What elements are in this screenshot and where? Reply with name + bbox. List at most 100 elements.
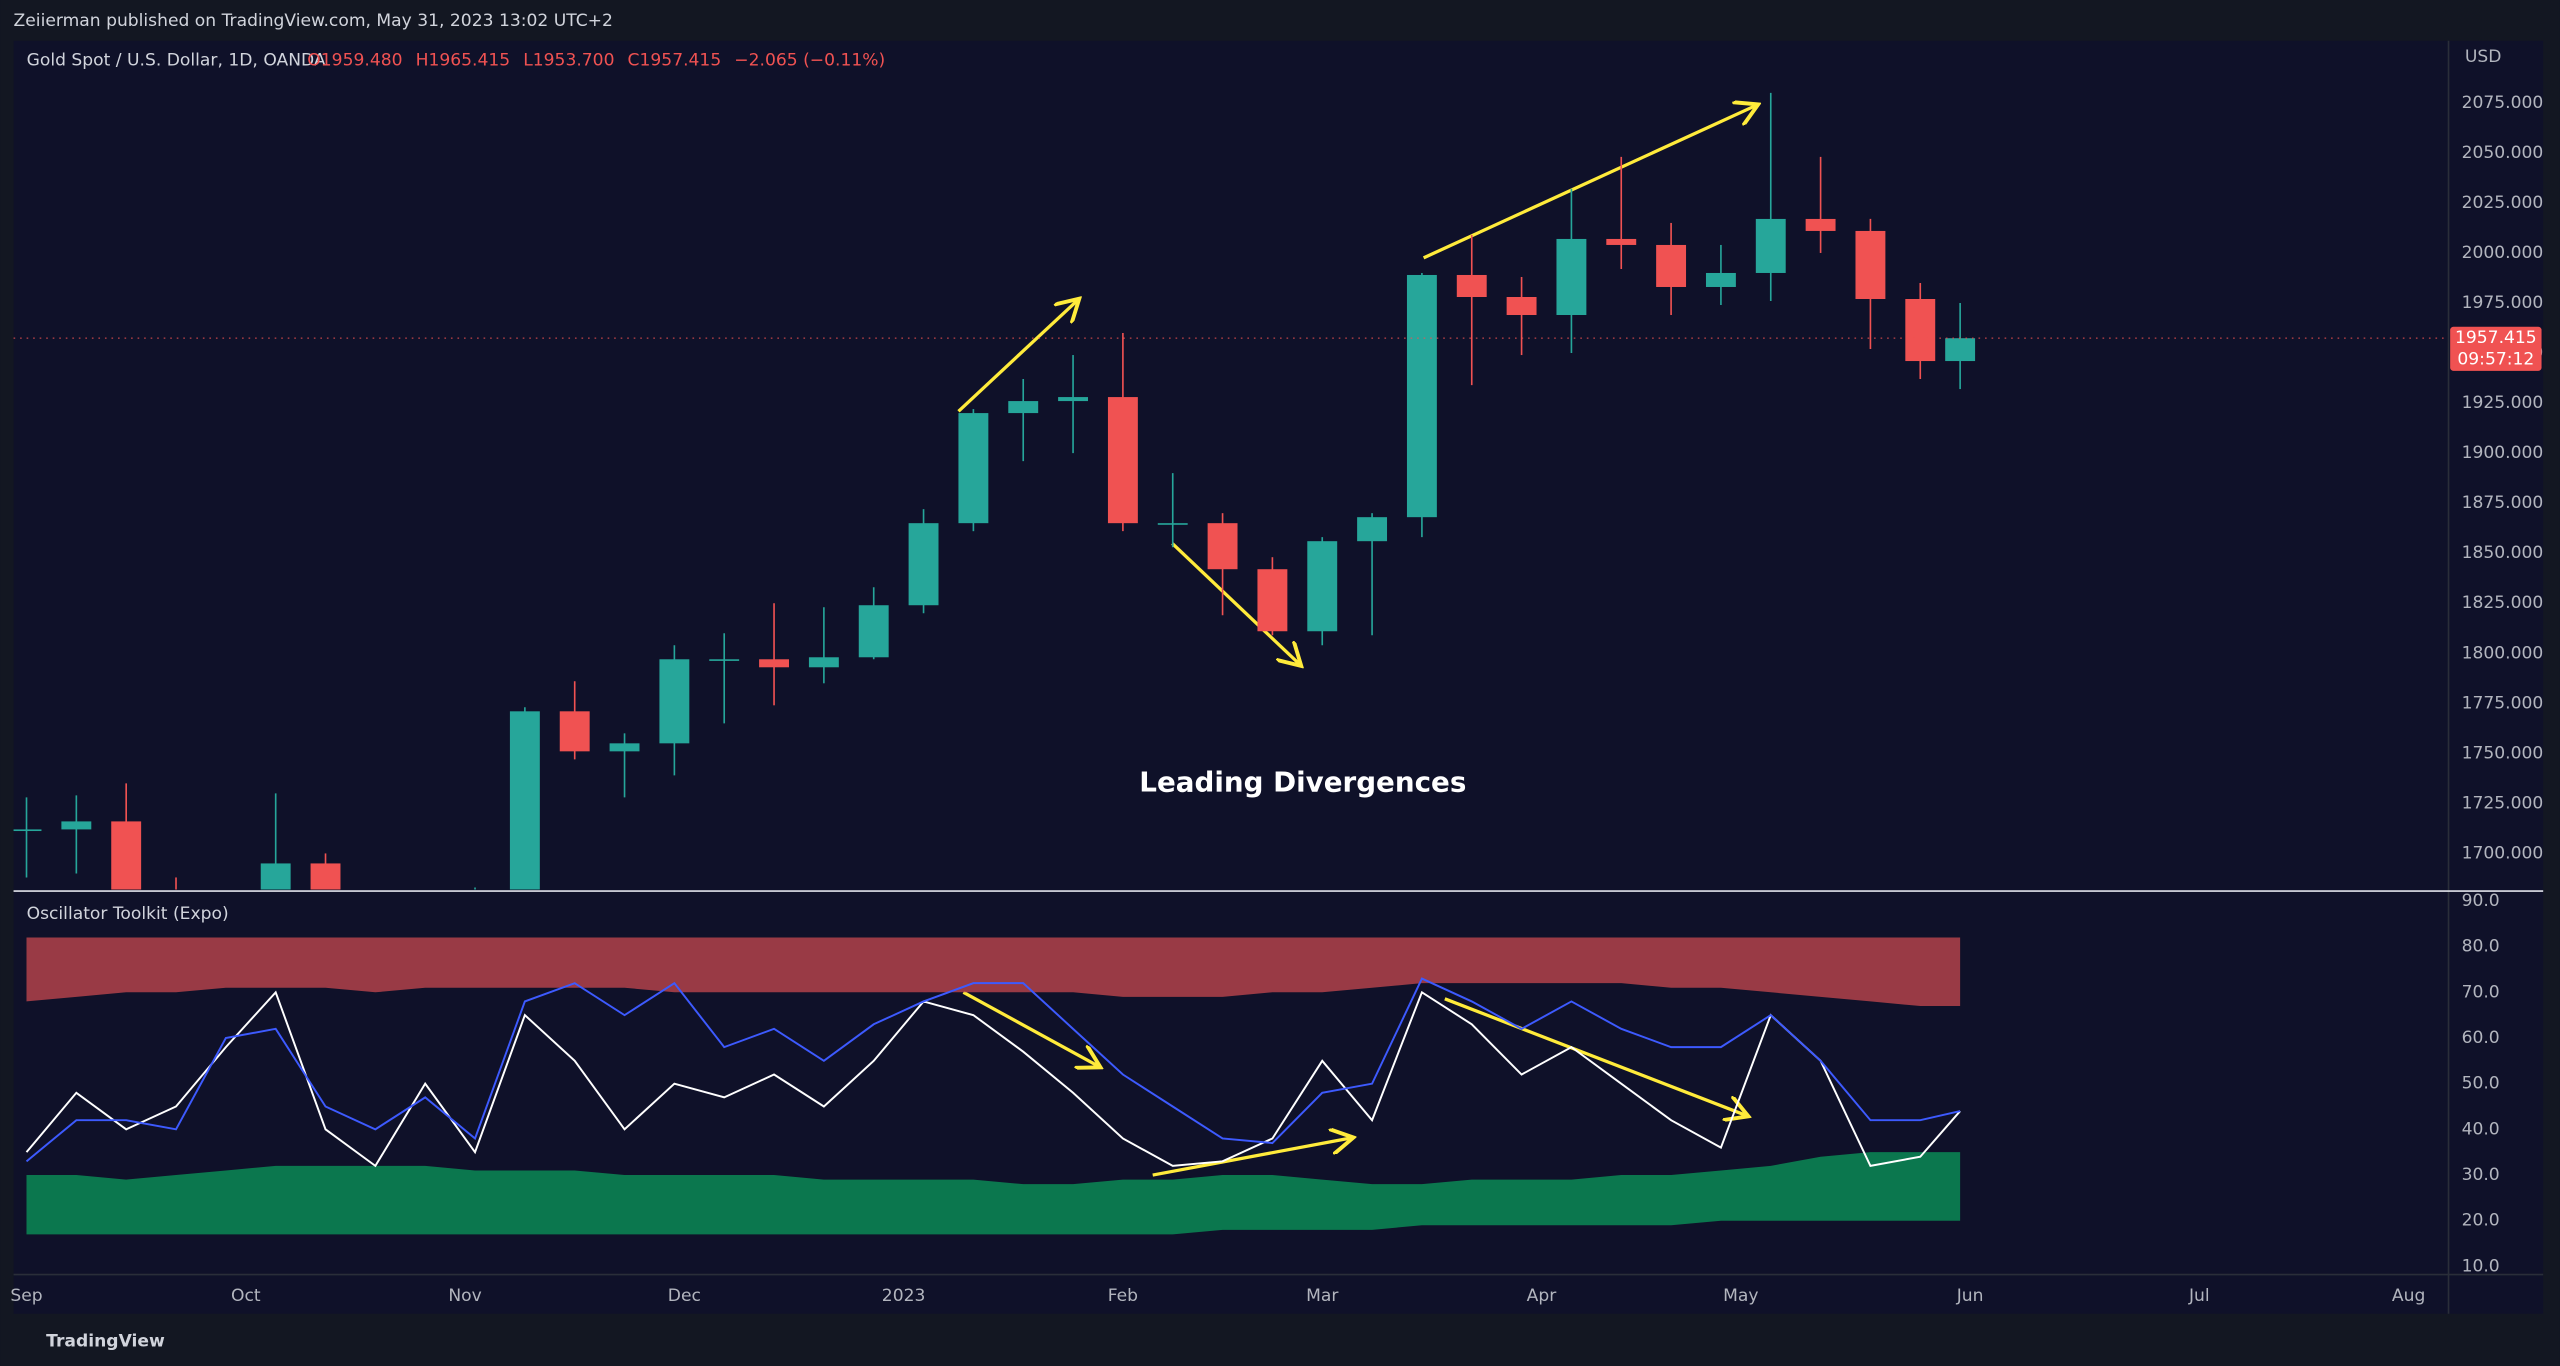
ohlc-label: O1959.480 xyxy=(307,50,402,70)
x-tick-label: Jul xyxy=(2188,1286,2210,1306)
x-tick-label: Feb xyxy=(1108,1286,1138,1306)
published-note: Zeiierman published on TradingView.com, … xyxy=(14,11,613,31)
y-tick-label: 80.0 xyxy=(2462,937,2500,957)
x-tick-label: Sep xyxy=(10,1286,42,1306)
y-tick-label: 2050.000 xyxy=(2462,143,2544,163)
x-tick-label: Dec xyxy=(668,1286,701,1306)
y-tick-label: 1850.000 xyxy=(2462,543,2544,563)
candle-body xyxy=(509,711,540,890)
oscillator-title: Oscillator Toolkit (Expo) xyxy=(27,904,229,924)
ohlc-label: L1953.700 xyxy=(523,50,614,70)
y-tick-label: 2025.000 xyxy=(2462,193,2544,213)
candle-body xyxy=(111,821,142,890)
candle-body xyxy=(1008,401,1039,414)
arrow xyxy=(1152,1138,1354,1177)
candle-body xyxy=(260,863,291,890)
y-tick-label: 2075.000 xyxy=(2462,93,2544,113)
y-tick-label: 1775.000 xyxy=(2462,693,2544,713)
y-tick-label: 1875.000 xyxy=(2462,493,2544,513)
x-tick-label: Apr xyxy=(1527,1286,1558,1306)
y-tick-label: 1825.000 xyxy=(2462,593,2544,613)
candle-body xyxy=(1307,541,1338,632)
candle-body xyxy=(709,659,740,661)
candle-body xyxy=(1107,397,1138,524)
x-tick-label: 2023 xyxy=(882,1286,926,1306)
x-tick-label: Mar xyxy=(1306,1286,1339,1306)
y-tick-label: 1900.000 xyxy=(2462,443,2544,463)
candle-body xyxy=(1755,218,1786,273)
y-tick-label: 1750.000 xyxy=(2462,743,2544,763)
y-tick-label: 20.0 xyxy=(2462,1211,2500,1231)
y-tick-label: 90.0 xyxy=(2462,891,2500,911)
candle-body xyxy=(958,413,989,524)
oscillator-line xyxy=(25,990,1961,1168)
y-tick-label: 1925.000 xyxy=(2462,393,2544,413)
candle-body xyxy=(61,821,92,830)
candle-body xyxy=(1058,397,1089,402)
band xyxy=(26,937,1961,1007)
divergence-arrows xyxy=(957,104,1759,1177)
y-tick-label: 70.0 xyxy=(2462,982,2500,1002)
candle-body xyxy=(1257,569,1288,632)
candle-body xyxy=(759,659,789,668)
oscillator-pane xyxy=(25,937,1961,1235)
y-tick-label: 1800.000 xyxy=(2462,643,2544,663)
candle-body xyxy=(908,523,939,606)
x-tick-label: Aug xyxy=(2392,1286,2425,1306)
candle-body xyxy=(1406,274,1437,518)
x-tick-label: Nov xyxy=(448,1286,481,1306)
y-tick-label: 50.0 xyxy=(2462,1074,2500,1094)
x-tick-label: Jun xyxy=(1956,1286,1984,1306)
candle-body xyxy=(808,657,839,668)
candle-body xyxy=(1357,517,1388,542)
y-tick-label: 1700.000 xyxy=(2462,843,2544,863)
candle-body xyxy=(858,605,889,658)
y-tick-label: 2000.000 xyxy=(2462,243,2544,263)
candle-body xyxy=(1506,296,1537,316)
y-tick-label: 30.0 xyxy=(2462,1165,2500,1185)
ohlc-label: −2.065 (−0.11%) xyxy=(734,50,885,70)
price-pane xyxy=(13,92,1976,890)
annotation: Leading Divergences xyxy=(1139,765,1466,798)
arrow xyxy=(957,299,1079,413)
ohlc-label: C1957.415 xyxy=(628,50,722,70)
candle-body xyxy=(1905,298,1936,362)
candle-body xyxy=(310,863,341,890)
candle-body xyxy=(1456,274,1487,297)
countdown: 09:57:12 xyxy=(2457,349,2534,369)
y-tick-label: 1725.000 xyxy=(2462,793,2544,813)
brand: TradingView xyxy=(46,1332,165,1352)
candle-body xyxy=(1656,244,1687,287)
arrow xyxy=(962,990,1100,1067)
candle-body xyxy=(659,659,690,744)
x-tick-label: May xyxy=(1723,1286,1758,1306)
arrow xyxy=(1444,997,1749,1117)
candle-body xyxy=(1207,523,1238,570)
oscillator-line xyxy=(25,977,1961,1163)
candle-body xyxy=(1945,338,1976,362)
candle-body xyxy=(1705,272,1736,287)
chart-area xyxy=(13,40,2544,1314)
candle-body xyxy=(1556,238,1587,316)
axes: 2075.000 2050.000 2025.000 2000.000 1975.000… xyxy=(10,93,2543,1306)
candle-body xyxy=(1606,238,1637,245)
y-tick-label: 1975.000 xyxy=(2462,293,2544,313)
chart-title: Gold Spot / U.S. Dollar, 1D, OANDA xyxy=(27,50,326,70)
x-tick-label: Oct xyxy=(231,1286,261,1306)
candle-body xyxy=(559,711,590,752)
ohlc-label: H1965.415 xyxy=(416,50,511,70)
y-tick-label: 40.0 xyxy=(2462,1119,2500,1139)
last-price-label: 1957.415 xyxy=(2455,328,2537,348)
band xyxy=(26,1152,1961,1235)
arrow xyxy=(1171,542,1301,665)
y-tick-label: 10.0 xyxy=(2462,1256,2500,1276)
y-tick-label: 60.0 xyxy=(2462,1028,2500,1048)
candle-body xyxy=(1855,230,1886,299)
arrow xyxy=(1422,104,1759,260)
candle-body xyxy=(13,829,42,832)
candle-body xyxy=(1157,523,1188,525)
candle-body xyxy=(1805,218,1836,231)
last-price-box xyxy=(2450,326,2542,371)
